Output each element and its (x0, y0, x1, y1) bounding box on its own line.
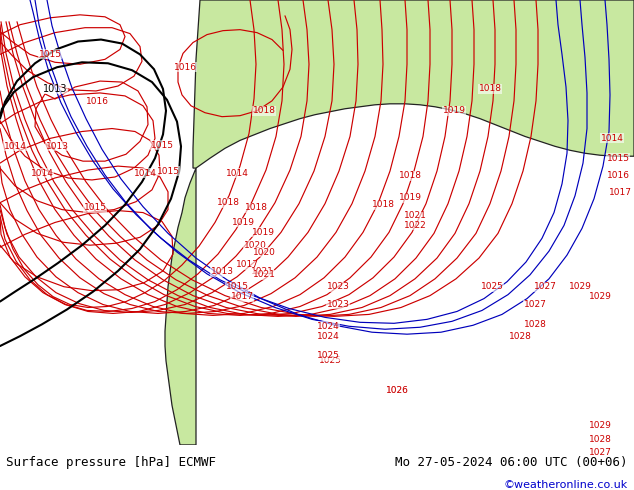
Text: 1018: 1018 (479, 84, 501, 94)
Text: 1023: 1023 (327, 300, 349, 309)
Text: 1021: 1021 (252, 270, 275, 279)
Text: 1017: 1017 (609, 188, 631, 197)
PathPatch shape (165, 168, 196, 445)
Text: 1017: 1017 (235, 261, 259, 270)
Text: Mo 27-05-2024 06:00 UTC (00+06): Mo 27-05-2024 06:00 UTC (00+06) (395, 457, 628, 469)
Text: 1018: 1018 (216, 198, 240, 207)
Text: 1016: 1016 (86, 98, 108, 106)
Text: 1020: 1020 (243, 241, 266, 250)
Text: 1018: 1018 (372, 200, 394, 209)
Text: 1015: 1015 (150, 141, 174, 150)
Text: 1027: 1027 (534, 282, 557, 291)
Text: 1015: 1015 (84, 203, 107, 212)
Text: 1027: 1027 (588, 448, 611, 457)
Text: 1015: 1015 (226, 282, 249, 291)
Text: 1016: 1016 (174, 63, 197, 72)
Text: 1029: 1029 (588, 420, 611, 430)
Text: 1020: 1020 (252, 247, 275, 257)
Text: 1013: 1013 (46, 142, 68, 151)
Text: 1014: 1014 (30, 169, 53, 177)
Text: 1018: 1018 (252, 106, 276, 115)
Text: 1022: 1022 (404, 221, 427, 230)
Text: 1024: 1024 (316, 332, 339, 341)
Text: 1026: 1026 (385, 386, 408, 395)
Text: 1021: 1021 (404, 211, 427, 220)
Text: 1013: 1013 (210, 268, 233, 276)
Text: 1028: 1028 (588, 436, 611, 444)
Text: 1013: 1013 (42, 84, 67, 94)
Text: 1019: 1019 (399, 193, 422, 202)
Text: 1014: 1014 (600, 134, 623, 143)
Text: 1015: 1015 (39, 50, 61, 59)
Text: 1025: 1025 (481, 282, 503, 291)
Text: 1023: 1023 (327, 282, 349, 291)
Text: 1025: 1025 (316, 351, 339, 361)
Text: 1014: 1014 (226, 169, 249, 177)
Text: Surface pressure [hPa] ECMWF: Surface pressure [hPa] ECMWF (6, 457, 216, 469)
Text: 1026: 1026 (385, 386, 408, 395)
Text: 1029: 1029 (588, 292, 611, 301)
Text: 1019: 1019 (443, 106, 465, 115)
Text: 1014: 1014 (134, 169, 157, 177)
Text: 1015: 1015 (157, 167, 179, 175)
Text: 1018: 1018 (245, 203, 268, 212)
Text: 1019: 1019 (231, 218, 254, 227)
PathPatch shape (193, 0, 634, 168)
Text: 1021: 1021 (250, 268, 273, 276)
Text: 1016: 1016 (607, 172, 630, 180)
Text: 1025: 1025 (318, 356, 342, 366)
Text: 1029: 1029 (569, 282, 592, 291)
Text: 1019: 1019 (252, 228, 275, 237)
Text: 1027: 1027 (524, 300, 547, 309)
Text: 1018: 1018 (399, 172, 422, 180)
Text: 1017: 1017 (231, 292, 254, 301)
Text: 1028: 1028 (508, 332, 531, 341)
Text: 1014: 1014 (4, 142, 27, 151)
Text: 1028: 1028 (524, 320, 547, 329)
Text: ©weatheronline.co.uk: ©weatheronline.co.uk (503, 480, 628, 490)
Text: 1015: 1015 (607, 154, 630, 163)
Text: 1024: 1024 (316, 322, 339, 331)
